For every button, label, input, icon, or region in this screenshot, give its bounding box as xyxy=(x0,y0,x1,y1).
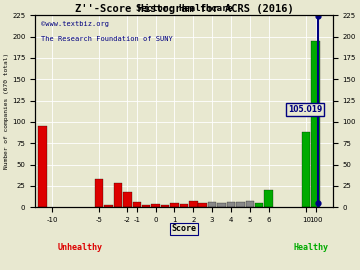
Bar xyxy=(302,132,310,207)
Bar xyxy=(180,204,188,207)
Bar xyxy=(264,190,273,207)
Text: The Research Foundation of SUNY: The Research Foundation of SUNY xyxy=(41,36,173,42)
X-axis label: Score: Score xyxy=(171,224,197,233)
Bar xyxy=(132,202,141,207)
Bar xyxy=(123,192,132,207)
Bar xyxy=(161,205,169,207)
Bar xyxy=(189,201,198,207)
Text: Healthy: Healthy xyxy=(293,243,328,252)
Bar xyxy=(217,203,226,207)
Bar xyxy=(236,202,244,207)
Bar xyxy=(142,205,150,207)
Bar xyxy=(246,201,254,207)
Text: Sector: Healthcare: Sector: Healthcare xyxy=(135,4,232,13)
Y-axis label: Number of companies (670 total): Number of companies (670 total) xyxy=(4,53,9,169)
Bar xyxy=(95,179,103,207)
Bar xyxy=(255,203,264,207)
Text: ©www.textbiz.org: ©www.textbiz.org xyxy=(41,21,109,27)
Bar xyxy=(198,203,207,207)
Bar xyxy=(170,203,179,207)
Text: 105.019: 105.019 xyxy=(288,104,323,114)
Title: Z''-Score Histogram for ACRS (2016): Z''-Score Histogram for ACRS (2016) xyxy=(75,4,293,15)
Bar xyxy=(311,41,320,207)
Bar xyxy=(104,205,113,207)
Bar xyxy=(114,183,122,207)
Text: Unhealthy: Unhealthy xyxy=(58,243,103,252)
Bar xyxy=(208,202,216,207)
Bar xyxy=(227,202,235,207)
Bar xyxy=(39,126,47,207)
Bar xyxy=(152,204,160,207)
